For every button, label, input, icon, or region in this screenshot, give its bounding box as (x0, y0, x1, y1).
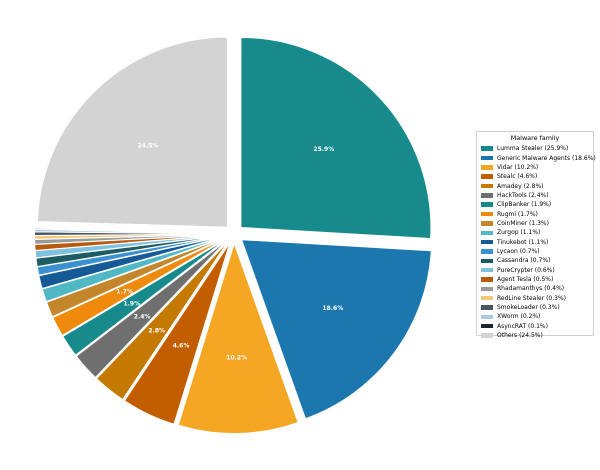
pie-slice-rugmi (52, 237, 226, 337)
legend-label: Vidar (10.2%) (497, 163, 539, 171)
legend: Malware family Lumma Stealer (25.9%) Gene… (476, 131, 596, 339)
legend-label: Lycaon (0.7%) (497, 247, 540, 255)
legend-swatch (481, 211, 493, 217)
legend-label: PureCrypter (0.6%) (497, 266, 555, 274)
legend-swatch (481, 239, 493, 245)
legend-label: ClipBanker (1.9%) (497, 201, 552, 209)
legend-swatch (481, 295, 493, 301)
legend-title: Malware family (510, 134, 560, 142)
legend-swatch (481, 314, 493, 320)
legend-swatch (481, 146, 493, 151)
legend-label: HackTools (2.4%) (497, 191, 549, 199)
slice-label-vidar: 10.2% (226, 354, 247, 361)
pie-slice-hacktools (75, 239, 228, 379)
legend-label: AsyncRAT (0.1%) (497, 322, 548, 330)
legend-swatch (481, 193, 493, 198)
legend-item: Agent Tesla (0.5%) (481, 275, 589, 284)
pie-slice-generic-malware-agents (240, 239, 432, 420)
legend-item: Zurgop (1.1%) (481, 228, 589, 237)
legend-swatch (481, 155, 493, 161)
legend-swatch (481, 258, 493, 264)
legend-swatch (481, 323, 493, 329)
legend-swatch (481, 305, 493, 310)
legend-item: XWorm (0.2%) (481, 312, 589, 321)
legend-item: Others (24.5%) (481, 331, 589, 340)
legend-item: Stealc (4.6%) (481, 172, 589, 181)
legend-item: SmokeLoader (0.3%) (481, 303, 589, 312)
pie-slice-asyncrat (34, 227, 225, 235)
legend-item: Generic Malware Agents (18.6%) (481, 153, 596, 162)
legend-label: Cassandra (0.7%) (497, 257, 551, 265)
legend-item: Rhadamanthys (0.4%) (481, 284, 589, 293)
legend-item: Cassandra (0.7%) (481, 256, 589, 265)
legend-swatch (481, 221, 493, 226)
legend-item: Lycaon (0.7%) (481, 247, 589, 256)
legend-swatch (481, 230, 493, 236)
legend-item: Tinukebot (1.1%) (481, 237, 589, 246)
legend-label: Rhadamanthys (0.4%) (497, 285, 565, 293)
legend-label: Stealc (4.6%) (497, 173, 538, 181)
pie-slice-vidar (177, 241, 299, 434)
legend-swatch (481, 183, 493, 189)
slice-label-generic-malware-agents: 18.6% (322, 305, 343, 312)
pie-slice-tinukebot (38, 235, 225, 290)
legend-label: Others (24.5%) (497, 332, 543, 340)
pie-slice-others (36, 36, 228, 228)
slice-label-amadey: 2.8% (148, 327, 165, 334)
slice-label-lumma-stealer: 25.9% (313, 146, 334, 153)
legend-label: Rugmi (1.7%) (497, 210, 538, 218)
legend-swatch (481, 333, 493, 338)
legend-label: Agent Tesla (0.5%) (497, 275, 554, 283)
legend-item: Vidar (10.2%) (481, 163, 589, 172)
legend-item: ClipBanker (1.9%) (481, 200, 589, 209)
legend-item: HackTools (2.4%) (481, 191, 589, 200)
legend-label: Generic Malware Agents (18.6%) (497, 154, 596, 162)
legend-swatch (481, 249, 493, 254)
pie-slice-clipbanker (62, 238, 227, 356)
legend-swatch (481, 286, 493, 292)
pie-slice-stealc (123, 242, 231, 425)
legend-item: AsyncRAT (0.1%) (481, 322, 589, 331)
legend-label: RedLine Stealer (0.3%) (497, 294, 566, 302)
legend-label: XWorm (0.2%) (497, 313, 541, 321)
legend-item: Amadey (2.8%) (481, 181, 589, 190)
slice-label-clipbanker: 1.9% (123, 300, 140, 307)
legend-swatch (481, 165, 493, 170)
pie-slice-lumma-stealer (240, 36, 432, 240)
legend-swatch (481, 267, 493, 273)
slice-label-stealc: 4.6% (173, 343, 190, 350)
legend-item: PureCrypter (0.6%) (481, 265, 589, 274)
pie-slice-coinminer (45, 237, 226, 318)
legend-swatch (481, 277, 493, 282)
legend-swatch (481, 202, 493, 207)
legend-items: Lumma Stealer (25.9%) Generic Malware Age… (481, 144, 596, 340)
slice-label-hacktools: 2.4% (134, 313, 151, 320)
slice-label-rugmi: 1.7% (116, 288, 133, 295)
legend-item: Rugmi (1.7%) (481, 209, 589, 218)
legend-item: Lumma Stealer (25.9%) (481, 144, 589, 153)
pie-slice-amadey (95, 241, 229, 401)
legend-label: SmokeLoader (0.3%) (497, 304, 560, 312)
legend-label: Tinukebot (1.1%) (497, 238, 549, 246)
legend-label: Amadey (2.8%) (497, 182, 544, 190)
legend-swatch (481, 174, 493, 179)
legend-label: Lumma Stealer (25.9%) (497, 145, 569, 153)
legend-label: Zurgop (1.1%) (497, 229, 541, 237)
legend-label: CoinMiner (1.3%) (497, 219, 549, 227)
legend-item: RedLine Stealer (0.3%) (481, 294, 589, 303)
legend-item: CoinMiner (1.3%) (481, 219, 589, 228)
pie-slice-zurgop (41, 236, 226, 303)
slice-label-others: 24.5% (138, 142, 159, 149)
